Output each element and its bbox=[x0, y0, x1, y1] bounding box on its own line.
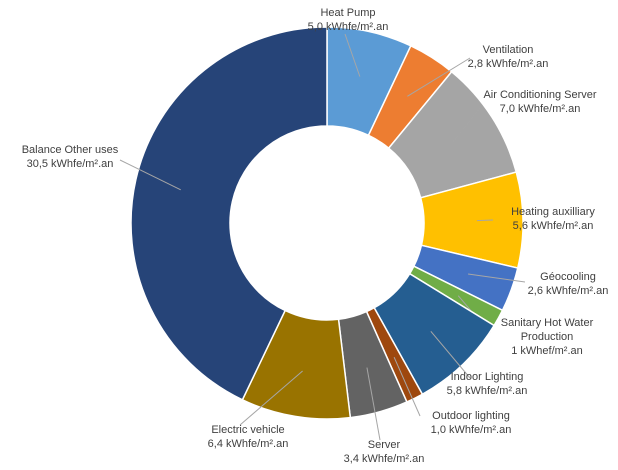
value-label: 30,5 kWhfe/m².an bbox=[26, 158, 114, 170]
leader-line bbox=[393, 356, 421, 417]
category-label: Balance Other uses bbox=[21, 144, 119, 156]
data-label: Electric vehicle 6,4 kWhfe/m².an bbox=[193, 423, 303, 451]
category-label: Indoor Lighting bbox=[450, 371, 524, 383]
donut-slice bbox=[130, 26, 328, 401]
leader-line bbox=[239, 370, 303, 426]
category-label: Air Conditioning Server bbox=[483, 89, 597, 101]
category-label: Géocooling bbox=[540, 271, 596, 283]
data-label: Balance Other uses 30,5 kWhfe/m².an bbox=[5, 143, 135, 171]
value-label: 7,0 kWhfe/m².an bbox=[499, 103, 581, 115]
value-label: 5,0 kWhfe/m².an bbox=[307, 21, 389, 33]
value-label: 2,8 kWhfe/m².an bbox=[467, 58, 549, 70]
value-label: 6,4 kWhfe/m².an bbox=[207, 438, 289, 450]
category-label: Sanitary Hot Water Production bbox=[500, 317, 594, 343]
data-label: Sanitary Hot Water Production 1 kWhef/m².… bbox=[482, 316, 612, 358]
data-label: Ventilation 2,8 kWhfe/m².an bbox=[453, 43, 563, 71]
data-label: Server 3,4 kWhfe/m².an bbox=[329, 438, 439, 466]
value-label: 1,0 kWhfe/m².an bbox=[430, 424, 512, 436]
category-label: Ventilation bbox=[482, 44, 534, 56]
category-label: Server bbox=[367, 439, 401, 451]
category-label: Heating auxilliary bbox=[511, 206, 595, 218]
data-label: Outdoor lighting 1,0 kWhfe/m².an bbox=[416, 409, 526, 437]
data-label: Air Conditioning Server 7,0 kWhfe/m².an bbox=[480, 88, 600, 116]
leader-line bbox=[476, 219, 494, 222]
leader-line bbox=[407, 57, 471, 97]
category-label: Electric vehicle bbox=[211, 424, 285, 436]
data-label: Indoor Lighting 5,8 kWhfe/m².an bbox=[432, 370, 542, 398]
leader-line bbox=[366, 367, 381, 441]
value-label: 5,8 kWhfe/m².an bbox=[446, 385, 528, 397]
data-label: Géocooling 2,6 kWhfe/m².an bbox=[513, 270, 618, 298]
category-label: Outdoor lighting bbox=[432, 410, 510, 422]
value-label: 5,6 kWhfe/m².an bbox=[512, 220, 594, 232]
data-label: Heat Pump 5,0 kWhfe/m².an bbox=[293, 6, 403, 34]
leader-line bbox=[452, 107, 481, 143]
value-label: 3,4 kWhfe/m².an bbox=[343, 453, 425, 465]
leader-line bbox=[467, 273, 526, 283]
value-label: 2,6 kWhfe/m².an bbox=[527, 285, 609, 297]
data-label: Heating auxilliary 5,6 kWhfe/m².an bbox=[493, 205, 613, 233]
leader-line bbox=[344, 33, 361, 77]
value-label: 1 kWhef/m².an bbox=[511, 345, 583, 357]
leader-line bbox=[119, 159, 181, 191]
category-label: Heat Pump bbox=[320, 7, 376, 19]
leader-line bbox=[430, 330, 471, 379]
